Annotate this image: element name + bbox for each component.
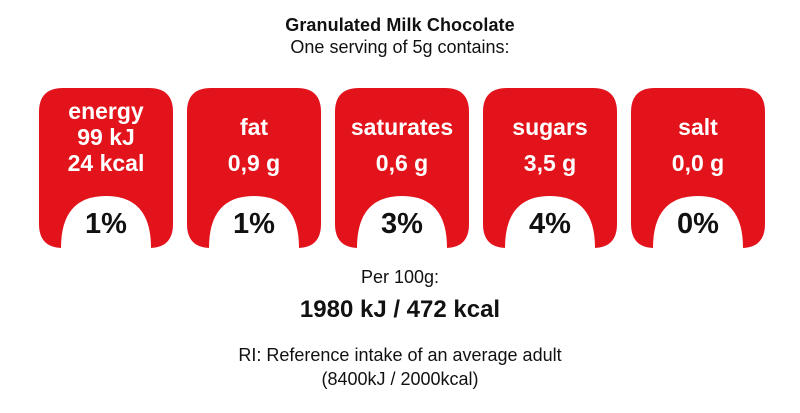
nutrient-value: 3,5 g <box>523 150 577 176</box>
nutrient-badge-sugars: sugars 3,5 g 4% <box>479 84 621 256</box>
nutrient-name: sugars <box>512 114 588 140</box>
per-100g-energy: 1980 kJ / 472 kcal <box>299 296 501 323</box>
nutrient-name: saturates <box>350 114 454 140</box>
nutrient-badge-saturates: saturates 0,6 g 3% <box>331 84 473 256</box>
energy-text: energy 99 kJ 24 kcal <box>35 98 177 176</box>
nutrient-percent: 3% <box>381 208 423 240</box>
nutrient-value: 0,6 g <box>375 150 429 176</box>
fat-text: fat 0,9 g <box>183 114 325 176</box>
product-title: Granulated Milk Chocolate <box>285 15 515 35</box>
label-heading: Granulated Milk Chocolate One serving of… <box>0 14 800 58</box>
nutrient-name: salt <box>678 114 718 140</box>
nutrient-badge-salt: salt 0,0 g 0% <box>627 84 769 256</box>
nutrient-badge-fat: fat 0,9 g 1% <box>183 84 325 256</box>
nutrient-percent: 0% <box>677 208 719 240</box>
reference-intake-note: RI: Reference intake of an average adult <box>238 345 562 365</box>
nutrient-name: energy <box>68 98 144 124</box>
nutrient-percent: 1% <box>85 208 127 240</box>
nutrient-value: 0,0 g <box>671 150 725 176</box>
badge-shape <box>39 88 173 248</box>
sugars-text: sugars 3,5 g <box>479 114 621 176</box>
salt-text: salt 0,0 g <box>627 114 769 176</box>
badge-shape <box>187 88 321 248</box>
saturates-text: saturates 0,6 g <box>331 114 473 176</box>
nutrient-value-kcal: 24 kcal <box>67 150 145 176</box>
nutrient-value: 0,9 g <box>227 150 281 176</box>
nutrient-badge-energy: energy 99 kJ 24 kcal 1% <box>35 84 177 256</box>
nutrient-value-kj: 99 kJ <box>77 124 135 150</box>
reference-intake-values: (8400kJ / 2000kcal) <box>321 369 479 389</box>
nutrient-name: fat <box>239 114 269 140</box>
badge-shape <box>335 88 469 248</box>
nutrient-percent: 1% <box>233 208 275 240</box>
nutrient-percent: 4% <box>529 208 571 240</box>
badge-shape <box>483 88 617 248</box>
per-100g-label: Per 100g: <box>360 267 440 287</box>
serving-subtitle: One serving of 5g contains: <box>290 37 510 57</box>
badge-shape <box>631 88 765 248</box>
